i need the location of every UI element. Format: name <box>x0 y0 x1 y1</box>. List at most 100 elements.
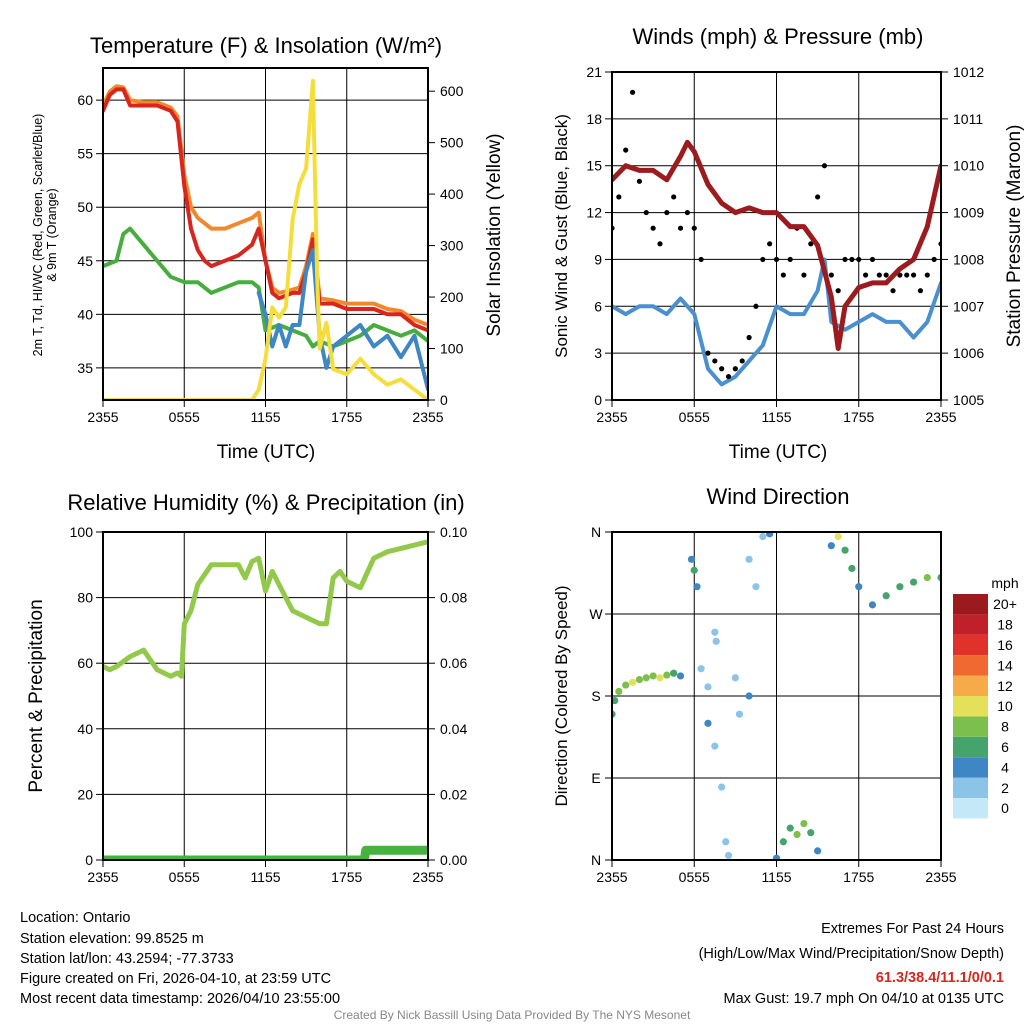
wind-y2label: Station Pressure (Maroon) <box>1004 125 1024 348</box>
wind-direction-point <box>687 555 696 563</box>
gust-point <box>904 272 910 278</box>
gust-point <box>691 225 697 231</box>
legend-label: 18 <box>997 617 1013 633</box>
gust-point <box>732 366 738 372</box>
y-tick-label: E <box>591 770 600 786</box>
wc-line <box>256 248 428 392</box>
wind-direction-point <box>841 546 849 554</box>
wind-direction-point <box>923 573 931 582</box>
wind-direction-point <box>834 532 842 541</box>
panel-0: 2355 0555 1155 1755 235535404550556001002003… <box>77 67 464 425</box>
legend-label: 12 <box>997 678 1013 694</box>
gust-point <box>629 89 636 95</box>
y2-tick-label: 100 <box>440 341 464 357</box>
x-tick-label: 1755 <box>331 869 362 885</box>
wind-direction-point <box>772 854 781 860</box>
max-gust-text: Max Gust: 19.7 mph On 04/10 at 0135 UTC <box>724 991 1004 1007</box>
y2-tick-label: 0.10 <box>440 524 467 540</box>
y-tick-label: 55 <box>77 146 93 162</box>
y-tick-label: 40 <box>77 721 93 737</box>
y2-tick-label: 1009 <box>953 205 984 221</box>
gust-point <box>650 225 656 231</box>
x-tick-label: 1755 <box>843 409 874 425</box>
extremes-values: 61.3/38.4/11.1/0/0.1 <box>876 970 1004 986</box>
wind-direction-point <box>814 847 822 855</box>
x-tick-label: 2355 <box>925 409 956 425</box>
legend-label: 0 <box>1001 800 1009 816</box>
legend-swatch <box>953 777 988 798</box>
y2-tick-label: 1010 <box>953 158 984 174</box>
x-tick-label: 0555 <box>679 869 710 885</box>
wdir-chart-title: Wind Direction <box>706 484 849 509</box>
legend-swatch <box>953 634 988 656</box>
panel-1: 2355 0555 1155 1755 235503691215182110051006… <box>586 64 984 425</box>
wind-direction-point <box>656 674 664 682</box>
gust-point <box>924 272 930 278</box>
x-tick-label: 2355 <box>925 869 956 885</box>
wind-direction-point <box>628 678 637 686</box>
wind-chart-title: Winds (mph) & Pressure (mb) <box>633 24 924 49</box>
legend-label: 16 <box>997 637 1013 653</box>
y2-tick-label: 0.06 <box>440 655 467 671</box>
y2-tick-label: 0.08 <box>440 590 467 606</box>
legend-label: 14 <box>997 657 1013 673</box>
x-tick-label: 0555 <box>169 869 200 885</box>
legend-swatch <box>953 655 988 676</box>
y-tick-label: 60 <box>77 92 93 108</box>
gust-point <box>677 225 684 231</box>
legend-label: 4 <box>1001 759 1009 775</box>
2m-t-line <box>103 87 428 333</box>
station-pressure-line <box>612 139 941 351</box>
y-tick-label: 0 <box>85 852 93 868</box>
gust-point <box>931 256 937 263</box>
9m-t-line <box>103 84 428 327</box>
gust-point <box>643 209 649 216</box>
rh-ylabel: Percent & Precipitation <box>26 599 47 792</box>
y-tick-label: 50 <box>77 199 93 215</box>
y2-tick-label: 0.04 <box>440 721 467 737</box>
legend-swatch <box>953 757 988 778</box>
gust-point <box>753 303 759 309</box>
y2-tick-label: 200 <box>440 289 464 305</box>
legend-label: 20+ <box>993 596 1017 612</box>
gust-point <box>849 256 855 263</box>
x-tick-label: 2355 <box>412 869 443 885</box>
wind-direction-point <box>718 783 726 791</box>
elevation-text: Station elevation: 99.8525 m <box>20 931 204 947</box>
wind-direction-point <box>745 555 753 563</box>
wind-direction-point <box>909 578 918 586</box>
panel-2: 2355 0555 1155 1755 23550204060801000.000.02… <box>70 524 468 885</box>
y2-tick-label: 500 <box>440 135 464 151</box>
wind-direction-point <box>779 838 787 846</box>
y-tick-label: 100 <box>70 524 94 540</box>
plot-frame <box>102 67 429 401</box>
temp-ylabel-line2: & 9m T (Orange) <box>45 188 59 281</box>
gust-point <box>671 194 677 200</box>
gust-point <box>890 288 896 294</box>
solar-insolation-line <box>103 78 428 400</box>
gust-point <box>780 272 786 278</box>
y2-tick-label: 0.02 <box>440 786 467 802</box>
gust-point <box>684 209 690 216</box>
gust-point <box>773 256 780 263</box>
y-tick-label: W <box>589 606 603 622</box>
legend-label: 10 <box>997 698 1013 714</box>
latlon-text: Station lat/lon: 43.2594; -77.3733 <box>20 951 234 967</box>
gust-point <box>725 373 732 380</box>
plot-frame <box>611 531 942 861</box>
gust-point <box>876 272 882 278</box>
x-tick-label: 2355 <box>596 409 627 425</box>
gust-point <box>705 350 711 356</box>
x-tick-label: 1755 <box>843 869 874 885</box>
gust-point <box>787 256 793 263</box>
wind-direction-point <box>855 583 863 591</box>
precipitation-line <box>103 845 428 860</box>
temp-chart-title: Temperature (F) & Insolation (W/m²) <box>90 33 442 58</box>
panel-3: 2355 0555 1155 1755 2355NESWN024681012141618… <box>589 524 1016 885</box>
x-tick-label: 0555 <box>169 409 200 425</box>
x-tick-label: 1155 <box>761 869 791 885</box>
plot-frame <box>102 531 429 861</box>
gust-point <box>808 241 814 247</box>
x-tick-label: 1155 <box>250 409 280 425</box>
